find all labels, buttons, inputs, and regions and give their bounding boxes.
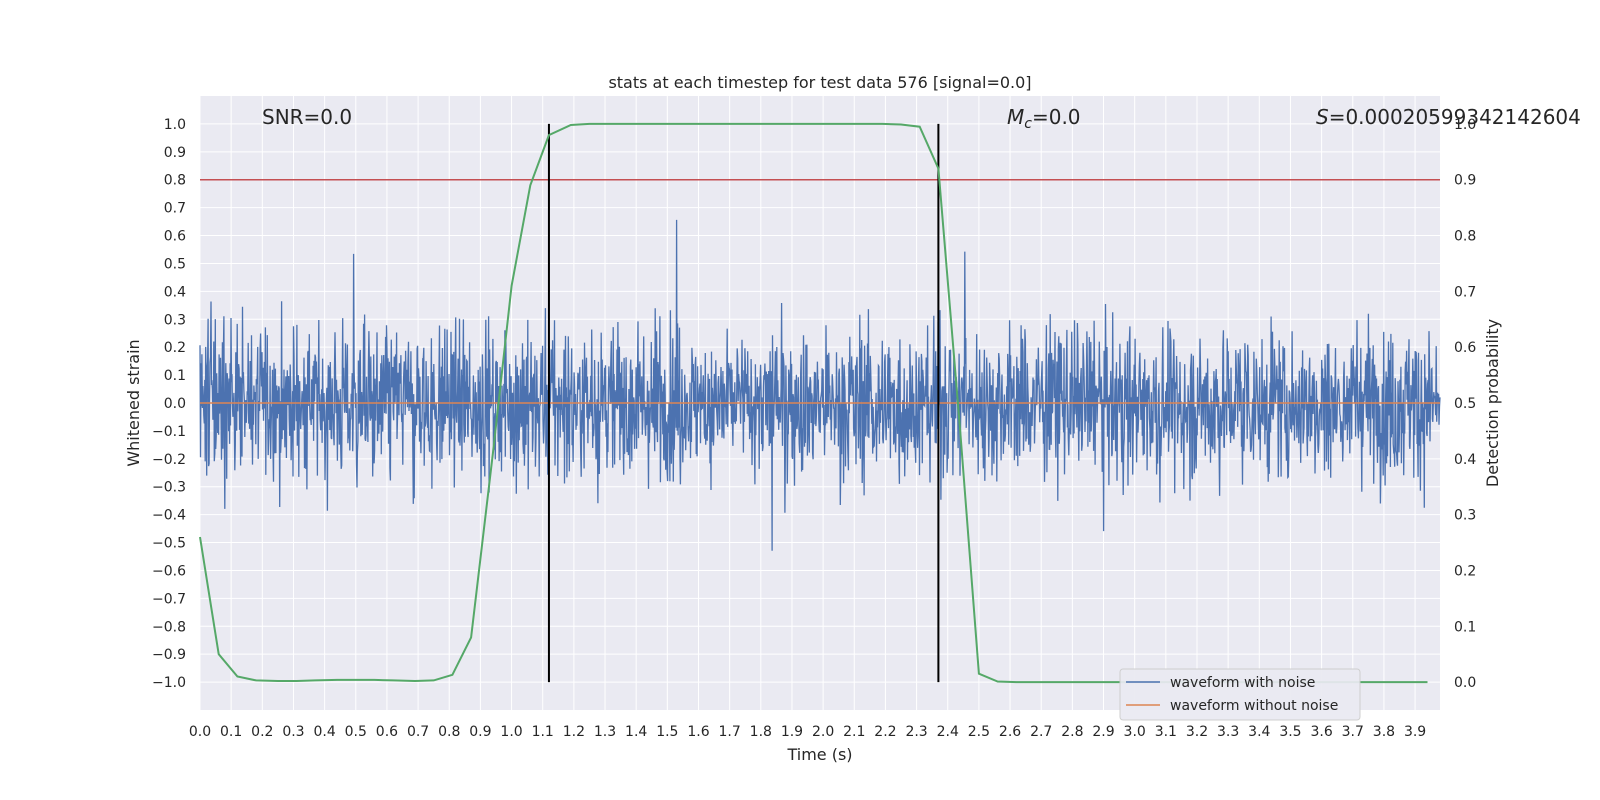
y-tick-label-left: −0.6 [152,563,186,579]
y-tick-label-right: 0.8 [1454,229,1476,245]
legend-label-clean: waveform without noise [1170,698,1338,714]
x-tick-label: 1.6 [687,724,709,740]
y-tick-label-right: 0.1 [1454,619,1476,635]
y-axis-left-label: Whitened strain [124,339,143,466]
x-tick-label: 0.5 [345,724,367,740]
x-tick-label: 2.6 [999,724,1021,740]
y-axis-right-label: Detection probability [1483,319,1502,487]
legend-box [1119,668,1361,721]
y-tick-label-left: 0.3 [164,312,186,328]
x-tick-label: 1.3 [594,724,616,740]
y-tick-label-right: 0.0 [1454,675,1476,691]
x-tick-label: 2.8 [1061,724,1083,740]
y-tick-label-left: 0.7 [164,201,186,217]
x-tick-label: 0.2 [251,724,273,740]
x-tick-label: 1.5 [656,724,678,740]
y-tick-label-left: 0.9 [164,145,186,161]
y-tick-label-right: 1.0 [1454,117,1476,133]
y-tick-label-left: 1.0 [164,117,186,133]
x-tick-label: 1.2 [563,724,585,740]
mc-symbol: M [1007,105,1024,129]
y-tick-label-left: 0.0 [164,396,186,412]
y-tick-label-left: −1.0 [152,675,186,691]
y-tick-label-right: 0.9 [1454,173,1476,189]
y-tick-label-right: 0.6 [1454,340,1476,356]
vertical-markers [547,123,940,683]
x-tick-label: 2.5 [968,724,990,740]
y-tick-label-right: 0.7 [1454,284,1476,300]
mc-subscript: c [1024,116,1032,132]
y-tick-label-left: 0.2 [164,340,186,356]
y-tick-label-right: 0.3 [1454,508,1476,524]
x-tick-label: 2.3 [905,724,927,740]
x-tick-label: 3.5 [1279,724,1301,740]
s-symbol: S [1316,105,1329,129]
y-tick-label-left: −0.9 [152,647,186,663]
x-tick-label: 1.7 [719,724,741,740]
x-tick-label: 3.6 [1310,724,1332,740]
x-tick-label: 2.0 [812,724,834,740]
x-tick-label: 1.8 [750,724,772,740]
chart-title: stats at each timestep for test data 576… [608,73,1031,92]
x-tick-label: 1.1 [532,724,554,740]
y-tick-label-left: 0.5 [164,256,186,272]
x-tick-label: 1.4 [625,724,647,740]
x-tick-label: 2.7 [1030,724,1052,740]
x-tick-label: 0.8 [438,724,460,740]
x-tick-label: 0.1 [220,724,242,740]
chirp-mass-annotation: Mc=0.0 [1007,105,1081,132]
x-tick-label: 3.2 [1186,724,1208,740]
y-tick-label-left: −0.2 [152,452,186,468]
y-tick-label-left: −0.7 [152,591,186,607]
y-tick-label-left: −0.8 [152,619,186,635]
y-axis-left-ticks: 1.0 0.9 0.8 0.7 0.6 0.5 0.4 0.3 0.2 0.1 0.0 −0.1 −0.… [152,117,186,691]
y-tick-label-left: −0.1 [152,424,186,440]
noise-waveform-layer [199,219,1441,551]
y-tick-label-left: 0.6 [164,229,186,245]
x-tick-label: 0.9 [469,724,491,740]
s-annotation: S=0.00020599342142604 [1316,105,1581,129]
x-axis-ticks: 0.0 0.1 0.2 0.3 0.4 0.5 0.6 0.7 0.8 0.9 1.0 1.1 1.2 1… [189,724,1426,740]
x-tick-label: 0.0 [189,724,211,740]
y-tick-label-left: −0.3 [152,480,186,496]
y-tick-label-right: 0.5 [1454,396,1476,412]
x-tick-label: 3.8 [1373,724,1395,740]
y-axis-right-ticks: 1.0 0.9 0.8 0.7 0.6 0.5 0.4 0.3 0.2 0.1 0.0 [1454,117,1476,691]
y-tick-label-left: 0.4 [164,284,186,300]
snr-annotation: SNR=0.0 [262,105,352,129]
x-tick-label: 0.3 [282,724,304,740]
x-tick-label: 2.4 [937,724,959,740]
legend: waveform with noise waveform without noi… [1119,668,1361,721]
legend-label-noise: waveform with noise [1170,675,1315,691]
mc-value: =0.0 [1032,105,1081,129]
waveform-with-noise-line [199,219,1441,551]
x-tick-label: 0.7 [407,724,429,740]
x-tick-label: 3.9 [1404,724,1426,740]
x-tick-label: 0.4 [313,724,335,740]
y-tick-label-left: 0.1 [164,368,186,384]
x-tick-label: 2.9 [1092,724,1114,740]
x-tick-label: 3.0 [1124,724,1146,740]
x-tick-label: 3.3 [1217,724,1239,740]
x-tick-label: 1.9 [781,724,803,740]
x-tick-label: 3.7 [1342,724,1364,740]
x-tick-label: 3.4 [1248,724,1270,740]
x-tick-label: 3.1 [1155,724,1177,740]
s-value: =0.00020599342142604 [1329,105,1581,129]
x-tick-label: 2.1 [843,724,865,740]
x-axis-label: Time (s) [786,745,852,764]
y-tick-label-left: 0.8 [164,173,186,189]
y-tick-label-left: −0.5 [152,536,186,552]
x-tick-label: 1.0 [500,724,522,740]
y-tick-label-left: −0.4 [152,508,186,524]
x-tick-label: 2.2 [874,724,896,740]
y-tick-label-right: 0.4 [1454,452,1476,468]
y-tick-label-right: 0.2 [1454,563,1476,579]
x-tick-label: 0.6 [376,724,398,740]
